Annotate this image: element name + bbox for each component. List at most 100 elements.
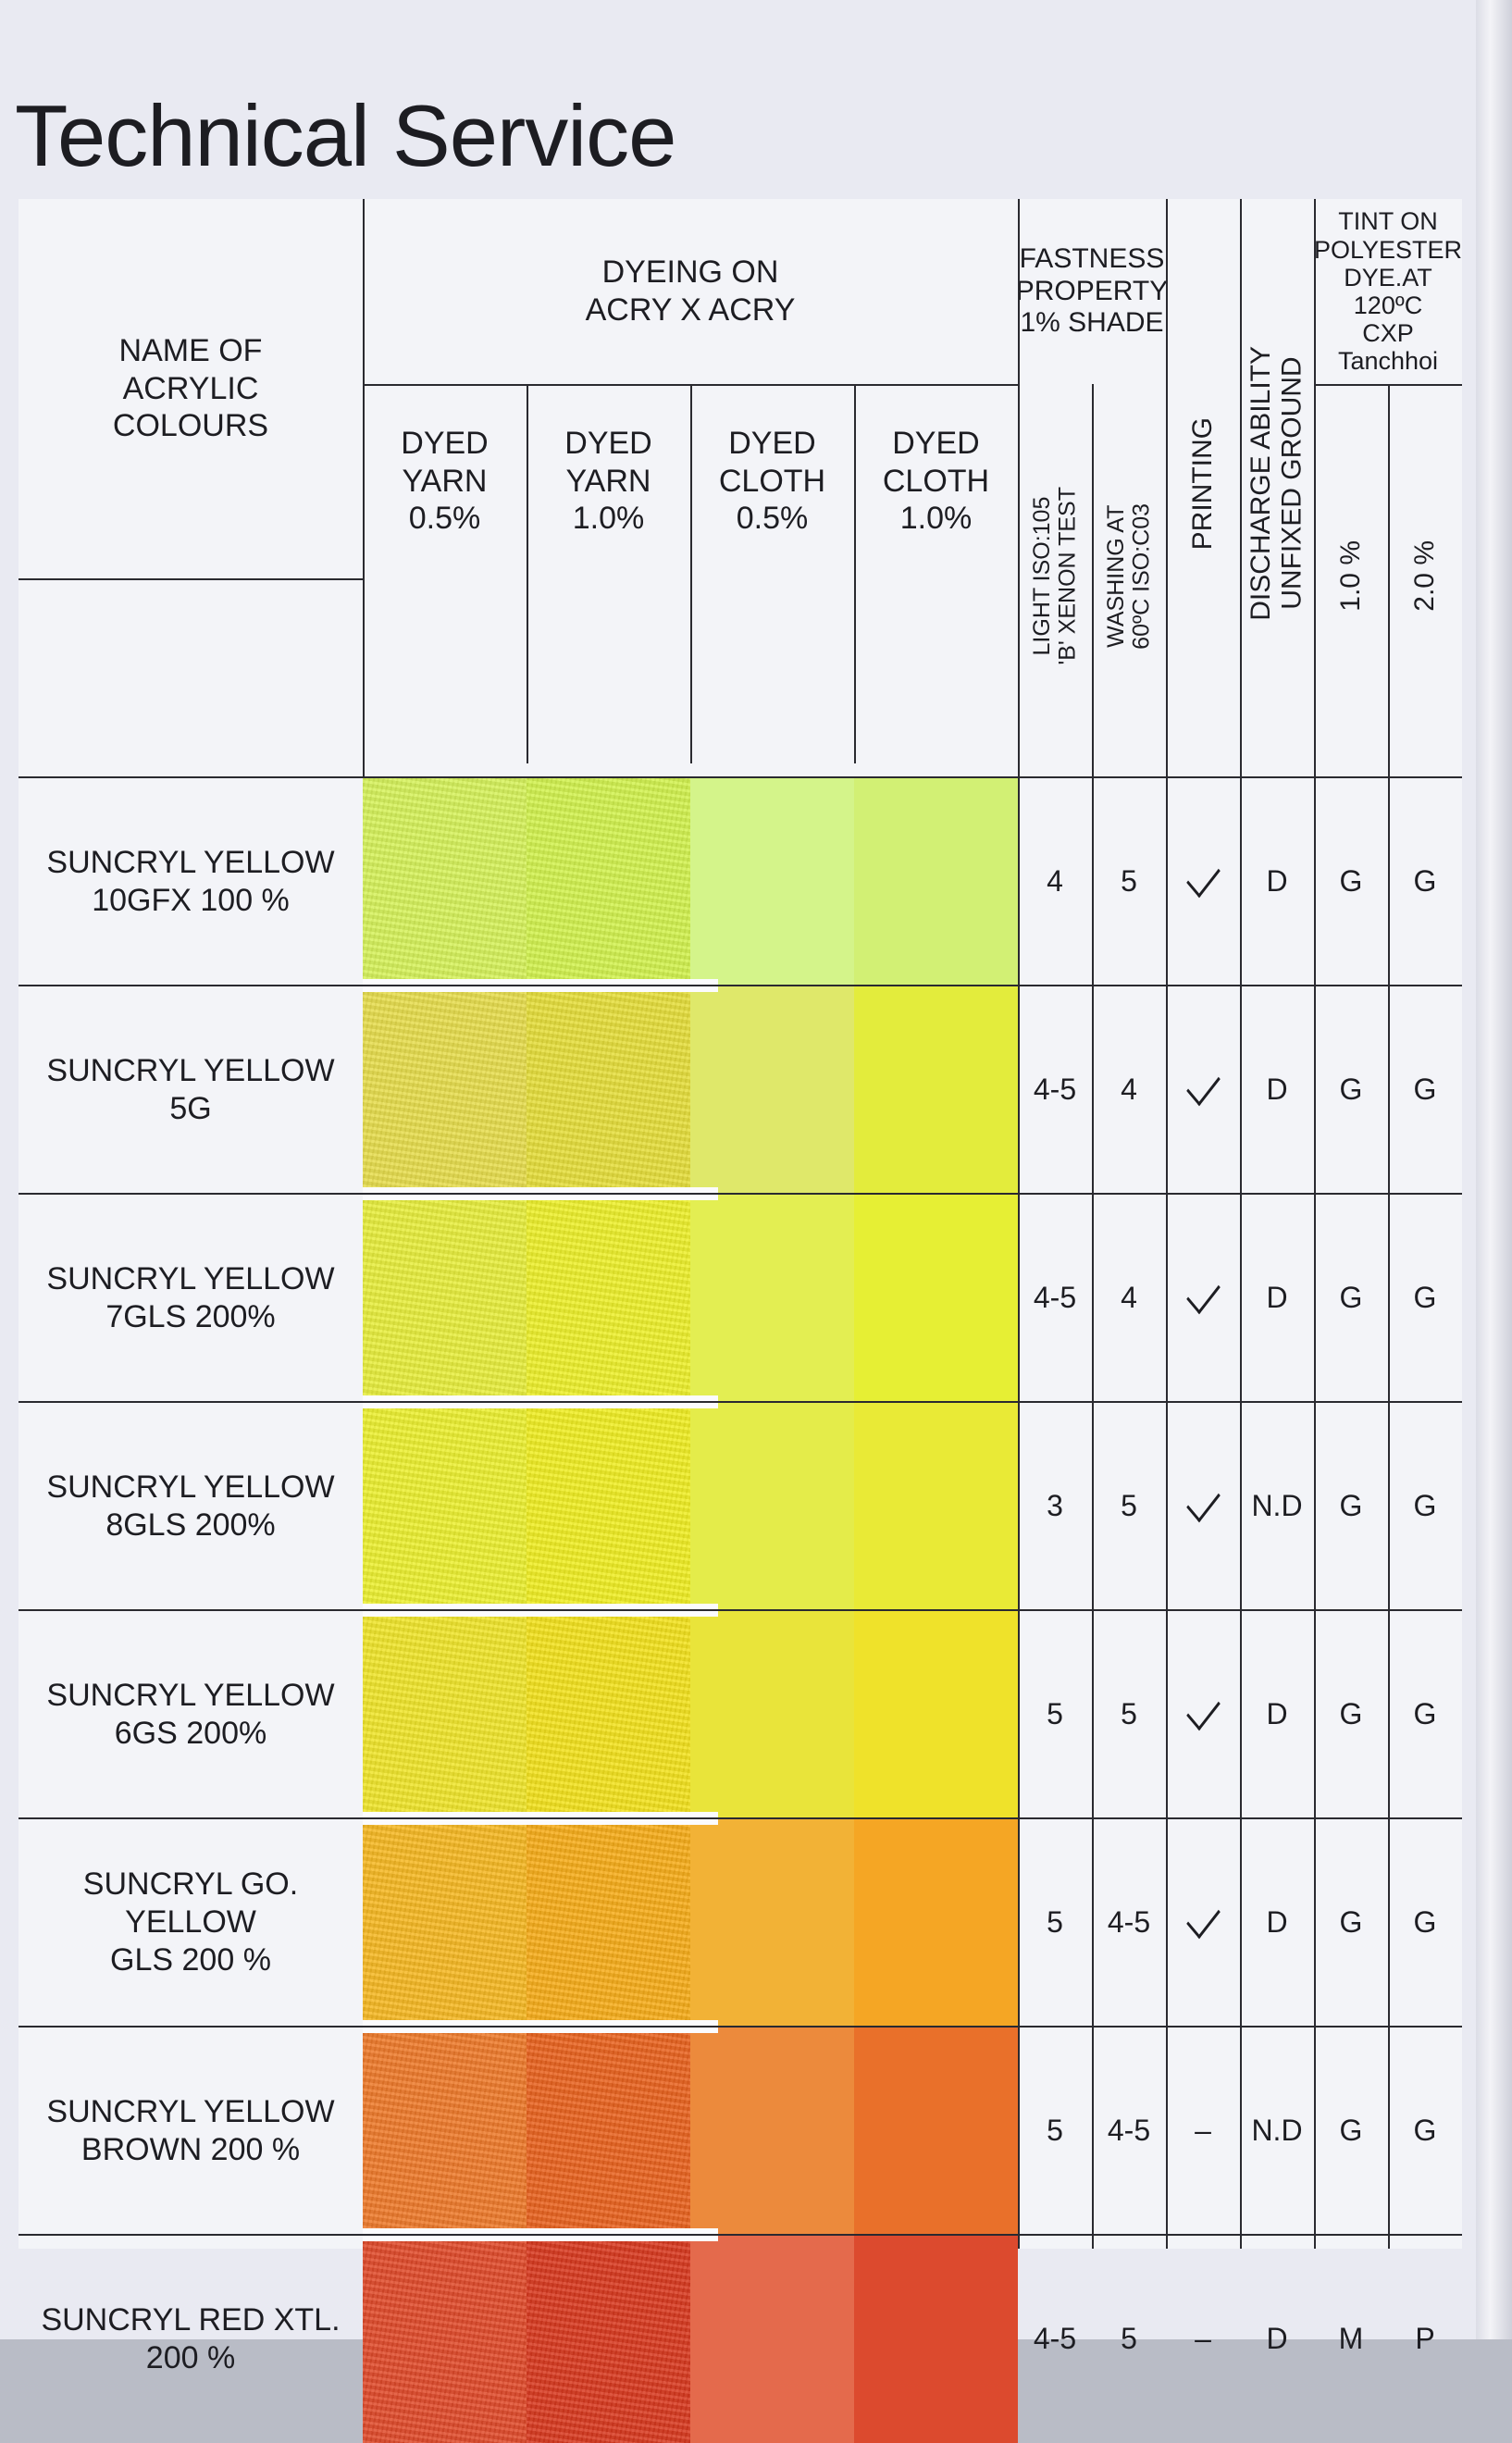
grid-line	[1018, 199, 1020, 2249]
page-title: Technical Service	[15, 87, 676, 184]
printing-value	[1166, 1402, 1240, 1610]
tint-10-value: G	[1339, 1697, 1363, 1730]
header-tint-on-polyester: TINT ON POLYESTER DYE.AT 120ºC CXP Tanch…	[1313, 207, 1463, 376]
swatch-dyed-yarn-10	[527, 2027, 690, 2235]
tint-10-value: G	[1339, 1489, 1363, 1522]
grid-line	[1314, 384, 1462, 386]
tint-10-value: G	[1339, 2114, 1363, 2147]
swatch-dyed-yarn-10	[527, 1610, 690, 1818]
washing-fastness-value: 5	[1121, 1697, 1137, 1730]
washing-fastness-value: 4-5	[1107, 1905, 1151, 1939]
colour-name: SUNCRYL YELLOW 5G	[46, 1052, 335, 1126]
printing-value	[1166, 1610, 1240, 1818]
light-fastness-value: 3	[1047, 1489, 1063, 1522]
discharge-value: D	[1266, 1905, 1288, 1939]
printing-value: –	[1166, 2027, 1240, 2235]
printing-value	[1166, 1818, 1240, 2027]
swatch-dyed-cloth-05	[690, 1402, 854, 1610]
colour-name: SUNCRYL YELLOW 8GLS 200%	[46, 1469, 335, 1543]
grid-line	[363, 199, 365, 777]
header-dyed-yarn-05: DYED YARN 0.5%	[401, 425, 489, 537]
swatch-dyed-yarn-05	[363, 986, 527, 1194]
swatch-dyed-yarn-05	[363, 1402, 527, 1610]
table-row: SUNCRYL YELLOW 5G 4-5 4 D G G	[19, 979, 1462, 1194]
header-name-of-acrylic-colours: NAME OF ACRYLIC COLOURS	[112, 332, 269, 444]
printing-value	[1166, 986, 1240, 1194]
light-fastness-value: 4	[1047, 864, 1063, 898]
grid-line	[1314, 199, 1316, 2249]
tint-20-value: G	[1413, 1489, 1437, 1522]
tint-20-value: G	[1413, 1905, 1437, 1939]
discharge-value: D	[1266, 1697, 1288, 1730]
grid-line	[1388, 384, 1390, 2249]
discharge-value: D	[1266, 1281, 1288, 1314]
swatch-dyed-yarn-10	[527, 986, 690, 1194]
swatch-dyed-cloth-05	[690, 986, 854, 1194]
swatch-dyed-cloth-10	[854, 777, 1018, 986]
colour-name: SUNCRYL YELLOW 10GFX 100 %	[46, 844, 335, 918]
swatch-dyed-yarn-05	[363, 1194, 527, 1402]
swatch-dyed-cloth-10	[854, 1818, 1018, 2027]
table-row: SUNCRYL YELLOW 8GLS 200% 3 5 N.D G G	[19, 1395, 1462, 1610]
washing-fastness-value: 4	[1121, 1073, 1137, 1106]
check-icon	[1185, 1480, 1221, 1523]
swatch-dyed-yarn-05	[363, 1818, 527, 2027]
row-divider	[19, 985, 1462, 986]
swatch-dyed-yarn-05	[363, 1610, 527, 1818]
colour-name: SUNCRYL YELLOW 7GLS 200%	[46, 1260, 335, 1334]
header-tint-20: 2.0 %	[1409, 540, 1441, 612]
table-row: SUNCRYL YELLOW 6GS 200% 5 5 D G G	[19, 1604, 1462, 1818]
discharge-value: N.D	[1251, 1489, 1303, 1522]
card-edge	[1476, 0, 1512, 2339]
header-washing-fastness: WASHING AT 60ºC ISO:C03	[1102, 502, 1155, 650]
tint-10-value: G	[1339, 1073, 1363, 1106]
header-light-fastness: LIGHT ISO:105 'B' XENON TEST	[1028, 487, 1081, 665]
discharge-value: D	[1266, 1073, 1288, 1106]
check-icon	[1185, 1896, 1221, 1940]
dash-mark: –	[1195, 2114, 1211, 2147]
table-row: SUNCRYL YELLOW BROWN 200 % 5 4-5 – N.D G G	[19, 2020, 1462, 2235]
header-tint-10: 1.0 %	[1335, 540, 1367, 612]
washing-fastness-value: 5	[1121, 1489, 1137, 1522]
swatch-dyed-cloth-10	[854, 986, 1018, 1194]
printing-value	[1166, 1194, 1240, 1402]
tint-20-value: G	[1413, 1697, 1437, 1730]
washing-fastness-value: 4	[1121, 1281, 1137, 1314]
swatch-dyed-cloth-05	[690, 1194, 854, 1402]
header-dyeing-on-acry: DYEING ON ACRY X ACRY	[585, 254, 796, 328]
table-row: SUNCRYL YELLOW 7GLS 200% 4-5 4 D G G	[19, 1187, 1462, 1402]
swatch-dyed-yarn-05	[363, 2027, 527, 2235]
row-divider	[19, 1817, 1462, 1819]
swatch-dyed-cloth-05	[690, 777, 854, 986]
colour-name: SUNCRYL GO. YELLOW GLS 200 %	[82, 1866, 299, 1978]
discharge-value: D	[1266, 864, 1288, 898]
check-icon	[1185, 1271, 1221, 1315]
row-divider	[19, 776, 1462, 778]
colour-name: SUNCRYL YELLOW BROWN 200 %	[46, 2093, 335, 2167]
swatch-dyed-cloth-10	[854, 1402, 1018, 1610]
washing-fastness-value: 5	[1121, 864, 1137, 898]
swatch-dyed-cloth-10	[854, 1610, 1018, 1818]
washing-fastness-value: 4-5	[1107, 2114, 1151, 2147]
colour-name: SUNCRYL YELLOW 6GS 200%	[46, 1677, 335, 1751]
header-dyed-yarn-10: DYED YARN 1.0%	[564, 425, 652, 537]
tint-20-value: G	[1413, 864, 1437, 898]
light-fastness-value: 5	[1047, 1697, 1063, 1730]
light-fastness-value: 4-5	[1033, 1073, 1077, 1106]
row-divider	[19, 2234, 1462, 2236]
check-icon	[1185, 1688, 1221, 1731]
swatch-dyed-yarn-10	[527, 1818, 690, 2027]
row-divider	[19, 1401, 1462, 1403]
grid-line	[363, 384, 1018, 386]
light-fastness-value: 5	[1047, 1905, 1063, 1939]
check-icon	[1185, 855, 1221, 899]
check-icon	[1185, 1063, 1221, 1107]
header-fastness-property: FASTNESS PROPERTY 1% SHADE	[1015, 243, 1169, 339]
tint-10-value: G	[1339, 864, 1363, 898]
swatch-dyed-cloth-10	[854, 2027, 1018, 2235]
swatch-dyed-cloth-10	[854, 1194, 1018, 1402]
colour-table: NAME OF ACRYLIC COLOURS DYEING ON ACRY X…	[19, 199, 1463, 2443]
row-divider	[19, 1193, 1462, 1195]
table-row: SUNCRYL YELLOW 10GFX 100 % 4 5 D G G	[19, 776, 1462, 986]
grid-line	[1166, 199, 1168, 2249]
